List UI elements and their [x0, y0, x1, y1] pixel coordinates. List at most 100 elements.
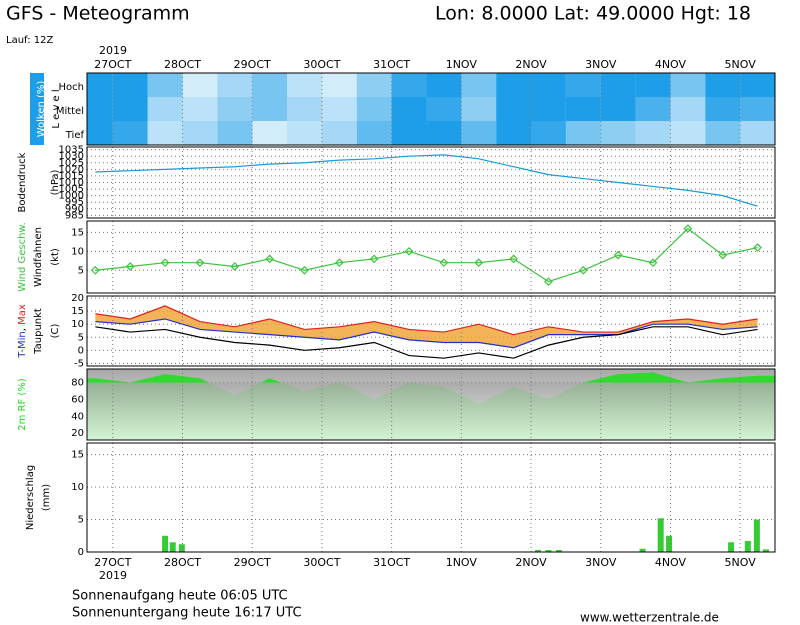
- x-tick-label-bottom: 2NOV: [515, 556, 547, 569]
- cloud-cell: [531, 97, 566, 121]
- panel: 0 5 10 15: [71, 442, 776, 558]
- x-tick-label-top: 2NOV: [515, 58, 547, 71]
- cloud-cell: [740, 73, 775, 97]
- cloud-cell: [112, 73, 148, 97]
- year-top: 2019: [99, 44, 127, 57]
- marker: [544, 277, 553, 286]
- y-tick-label: 15: [71, 306, 84, 317]
- cloud-cell: [670, 121, 706, 145]
- cloud-cell: [565, 97, 601, 121]
- cloud-cell: [182, 73, 218, 97]
- cloud-cell: [705, 121, 741, 145]
- panel: 9859909951000100510101015102010251030103…: [59, 145, 776, 221]
- cloud-cell: [565, 121, 601, 145]
- y-tick-label: 1005: [59, 184, 84, 195]
- x-tick-label-bottom: 30OCT: [303, 556, 340, 569]
- cloud-cell: [740, 121, 775, 145]
- panel-background: [87, 221, 775, 293]
- marker: [300, 265, 309, 275]
- cloud-cell: [426, 97, 462, 121]
- cloud-cell: [252, 97, 288, 121]
- marker: [230, 262, 240, 271]
- panel-border: [86, 442, 776, 553]
- marker: [648, 258, 658, 268]
- bar: [666, 535, 673, 552]
- y-tick-label: 995: [65, 197, 84, 208]
- cloud-cell: [426, 121, 462, 145]
- ylabel2: L e v e l: [51, 89, 62, 128]
- level-label: Tief: [65, 130, 85, 141]
- cloud-cell: [600, 97, 636, 121]
- line: [95, 318, 758, 349]
- temp-range-fill: [95, 305, 758, 348]
- y-tick-label: 5: [78, 265, 84, 276]
- cloud-cell: [705, 97, 741, 121]
- bar: [639, 548, 646, 552]
- location: Lon: 8.0000 Lat: 49.0000 Hgt: 18: [435, 3, 751, 25]
- x-tick-label-top: 29OCT: [234, 58, 271, 71]
- cloud-cell: [461, 121, 497, 145]
- humidity-fade: [87, 382, 775, 440]
- year-bottom: 2019: [99, 569, 127, 582]
- cloud-cell: [112, 121, 148, 145]
- cloud-cell: [287, 121, 322, 145]
- cloud-cell: [217, 97, 253, 121]
- y-tick-label: 0: [78, 547, 84, 558]
- panel: -5 0 5 10 15 20 T-Min, Max: [17, 293, 776, 369]
- marker: [125, 262, 135, 271]
- cloud-cell: [287, 97, 322, 121]
- marker: [160, 258, 170, 268]
- x-tick-label-top: 4NOV: [655, 58, 687, 71]
- line: [95, 154, 758, 207]
- x-tick-label-bottom: 31OCT: [373, 556, 410, 569]
- unit: (mm): [41, 484, 52, 511]
- y-tick-label: 20: [71, 293, 84, 304]
- cloud-cell: [356, 73, 392, 97]
- x-tick-label-top: 5NOV: [725, 58, 757, 71]
- unit: (hPa): [50, 169, 61, 195]
- marker: [439, 258, 449, 268]
- unit: (kt): [50, 248, 61, 266]
- bar: [545, 550, 552, 552]
- x-tick-label-top: 31OCT: [373, 58, 410, 71]
- panel-border: [86, 295, 776, 367]
- x-tick-label-top: 28OCT: [164, 58, 201, 71]
- y-tick-label: 40: [71, 411, 84, 422]
- cloud-cell: [112, 97, 148, 121]
- y-tick-label: -5: [74, 358, 84, 369]
- y-tick-label: 5: [78, 515, 84, 526]
- title: GFS - Meteogramm: [6, 3, 190, 25]
- marker: [578, 265, 588, 275]
- cloud-cell: [321, 73, 357, 97]
- unit: (C): [50, 324, 61, 339]
- cloud-cell: [87, 121, 113, 145]
- x-tick-label-top: 3NOV: [585, 58, 617, 71]
- y-tick-label: 1035: [59, 145, 84, 156]
- x-tick-label-bottom: 27OCT: [94, 556, 131, 569]
- panel-background: [87, 443, 775, 552]
- marker: [683, 224, 693, 233]
- cloud-cell: [182, 121, 218, 145]
- ylabel-part: ,: [17, 325, 28, 331]
- marker: [369, 254, 379, 264]
- panel-border: [86, 220, 776, 294]
- ylabel: Wolken (%): [36, 81, 47, 138]
- cloud-cell: [461, 73, 497, 97]
- cloud-cell: [635, 97, 671, 121]
- y-tick-label: 10: [71, 482, 84, 493]
- run: Lauf: 12Z: [6, 35, 53, 46]
- panel-border: [86, 368, 776, 441]
- y-tick-label: 10: [71, 246, 84, 257]
- bar: [169, 542, 176, 552]
- y-tick-label: 985: [65, 210, 84, 221]
- ylabel2: Windfahnen: [33, 227, 44, 287]
- line: [95, 305, 758, 336]
- panel: 5 10 15: [71, 220, 776, 294]
- bar: [657, 518, 664, 552]
- bar: [753, 519, 760, 552]
- panel-border: [86, 72, 776, 146]
- bar: [555, 550, 562, 552]
- cloud-cell: [426, 73, 462, 97]
- cloud-cell: [147, 73, 183, 97]
